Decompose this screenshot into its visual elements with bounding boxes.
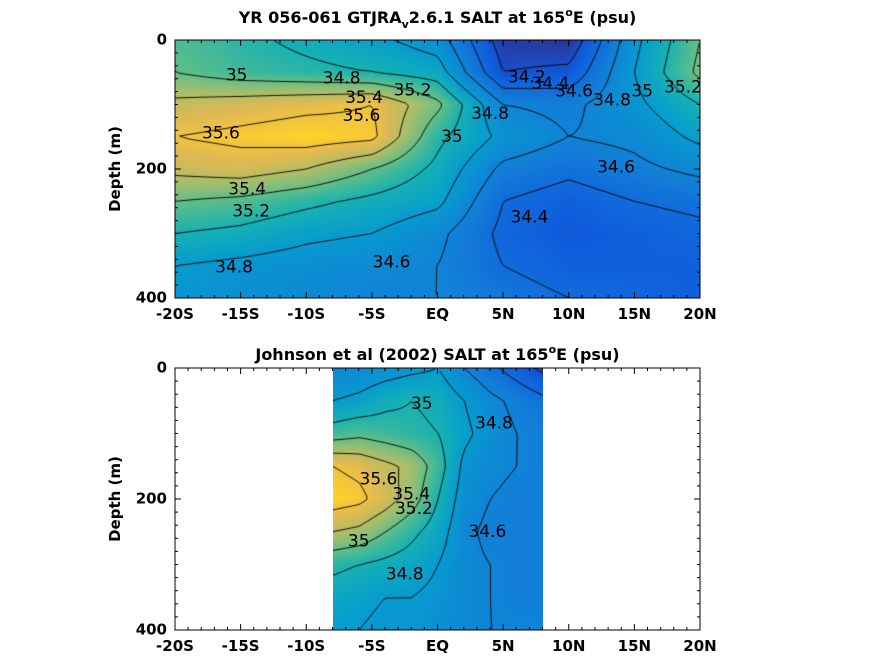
y-tick-label: 400 <box>136 289 167 307</box>
contour-label: 34.8 <box>323 69 361 89</box>
x-tick-label: -5S <box>358 305 385 323</box>
contour-label: 34.4 <box>510 207 548 227</box>
x-tick-label: 5N <box>492 305 515 323</box>
x-tick-label: -20S <box>156 305 194 323</box>
y-tick-label: 400 <box>136 621 167 639</box>
x-tick-label: 15N <box>618 305 651 323</box>
contour-label: 34.6 <box>555 82 593 102</box>
contour-label: 35.2 <box>395 499 433 519</box>
contour-label: 35.6 <box>360 469 398 489</box>
contour-label: 34.8 <box>386 564 424 584</box>
contour-label: 34.6 <box>597 158 635 178</box>
y-tick-label: 0 <box>157 31 167 49</box>
contour-label: 34.8 <box>475 414 513 434</box>
chart-title: Johnson et al (2002) SALT at 165oE (psu) <box>254 343 619 364</box>
x-tick-label: 15N <box>618 637 651 655</box>
contour-label: 35 <box>441 127 463 147</box>
x-tick-label: 10N <box>552 637 585 655</box>
y-axis-label: Depth (m) <box>106 126 124 212</box>
chart-title: YR 056-061 GTJRAv2.6.1 SALT at 165oE (ps… <box>238 6 637 31</box>
contour-label: 34.4 <box>531 74 569 94</box>
x-tick-label: 10N <box>552 305 585 323</box>
contour-label: 35.6 <box>202 124 240 144</box>
x-tick-label: 20N <box>683 637 716 655</box>
contour-label: 35 <box>348 532 370 552</box>
contour-label: 35 <box>411 394 433 414</box>
y-axis-label: Depth (m) <box>106 456 124 542</box>
chart-panel-1: 35 34.835.4 35.235.635.6 3534.834.234.434.6… <box>106 31 717 324</box>
contour-label: 35.2 <box>232 202 270 222</box>
x-tick-label: -20S <box>156 637 194 655</box>
contour-label: 35.4 <box>345 88 383 108</box>
x-tick-label: 20N <box>683 305 716 323</box>
contour-label: 34.8 <box>471 104 509 124</box>
salinity-field <box>175 40 700 298</box>
contour-label: 35.2 <box>664 78 702 98</box>
title-subscript: v <box>402 18 410 31</box>
salinity-field <box>333 368 543 630</box>
contour-label: 35.2 <box>394 80 432 100</box>
contour-label: 35.6 <box>342 106 380 126</box>
contour-label: 35.4 <box>228 180 266 200</box>
x-tick-label: -15S <box>222 305 260 323</box>
y-tick-label: 0 <box>157 359 167 377</box>
title-superscript: o <box>565 6 573 19</box>
x-tick-label: -15S <box>222 637 260 655</box>
title-superscript: o <box>549 343 557 356</box>
y-tick-label: 200 <box>136 160 167 178</box>
chart-panel-2: 35 34.8 35.635.435.2 35 34.6 34.8 -20S -15S -10S… <box>106 359 717 656</box>
x-tick-label: 5N <box>492 637 515 655</box>
contour-label: 35.4 <box>392 484 430 504</box>
x-tick-label: -10S <box>287 637 325 655</box>
x-tick-label: -5S <box>358 637 385 655</box>
x-tick-label: -10S <box>287 305 325 323</box>
y-tick-label: 200 <box>136 490 167 508</box>
x-tick-label: EQ <box>426 637 449 655</box>
contour-label: 34.8 <box>215 258 253 278</box>
contour-label: 35 <box>631 82 653 102</box>
contour-label: 34.6 <box>373 253 411 273</box>
contour-label: 35 <box>226 65 248 85</box>
contour-label: 34.2 <box>508 67 546 87</box>
contour-label: 34.8 <box>593 91 631 111</box>
contour-label: 34.6 <box>468 522 506 542</box>
x-tick-label: EQ <box>426 305 449 323</box>
